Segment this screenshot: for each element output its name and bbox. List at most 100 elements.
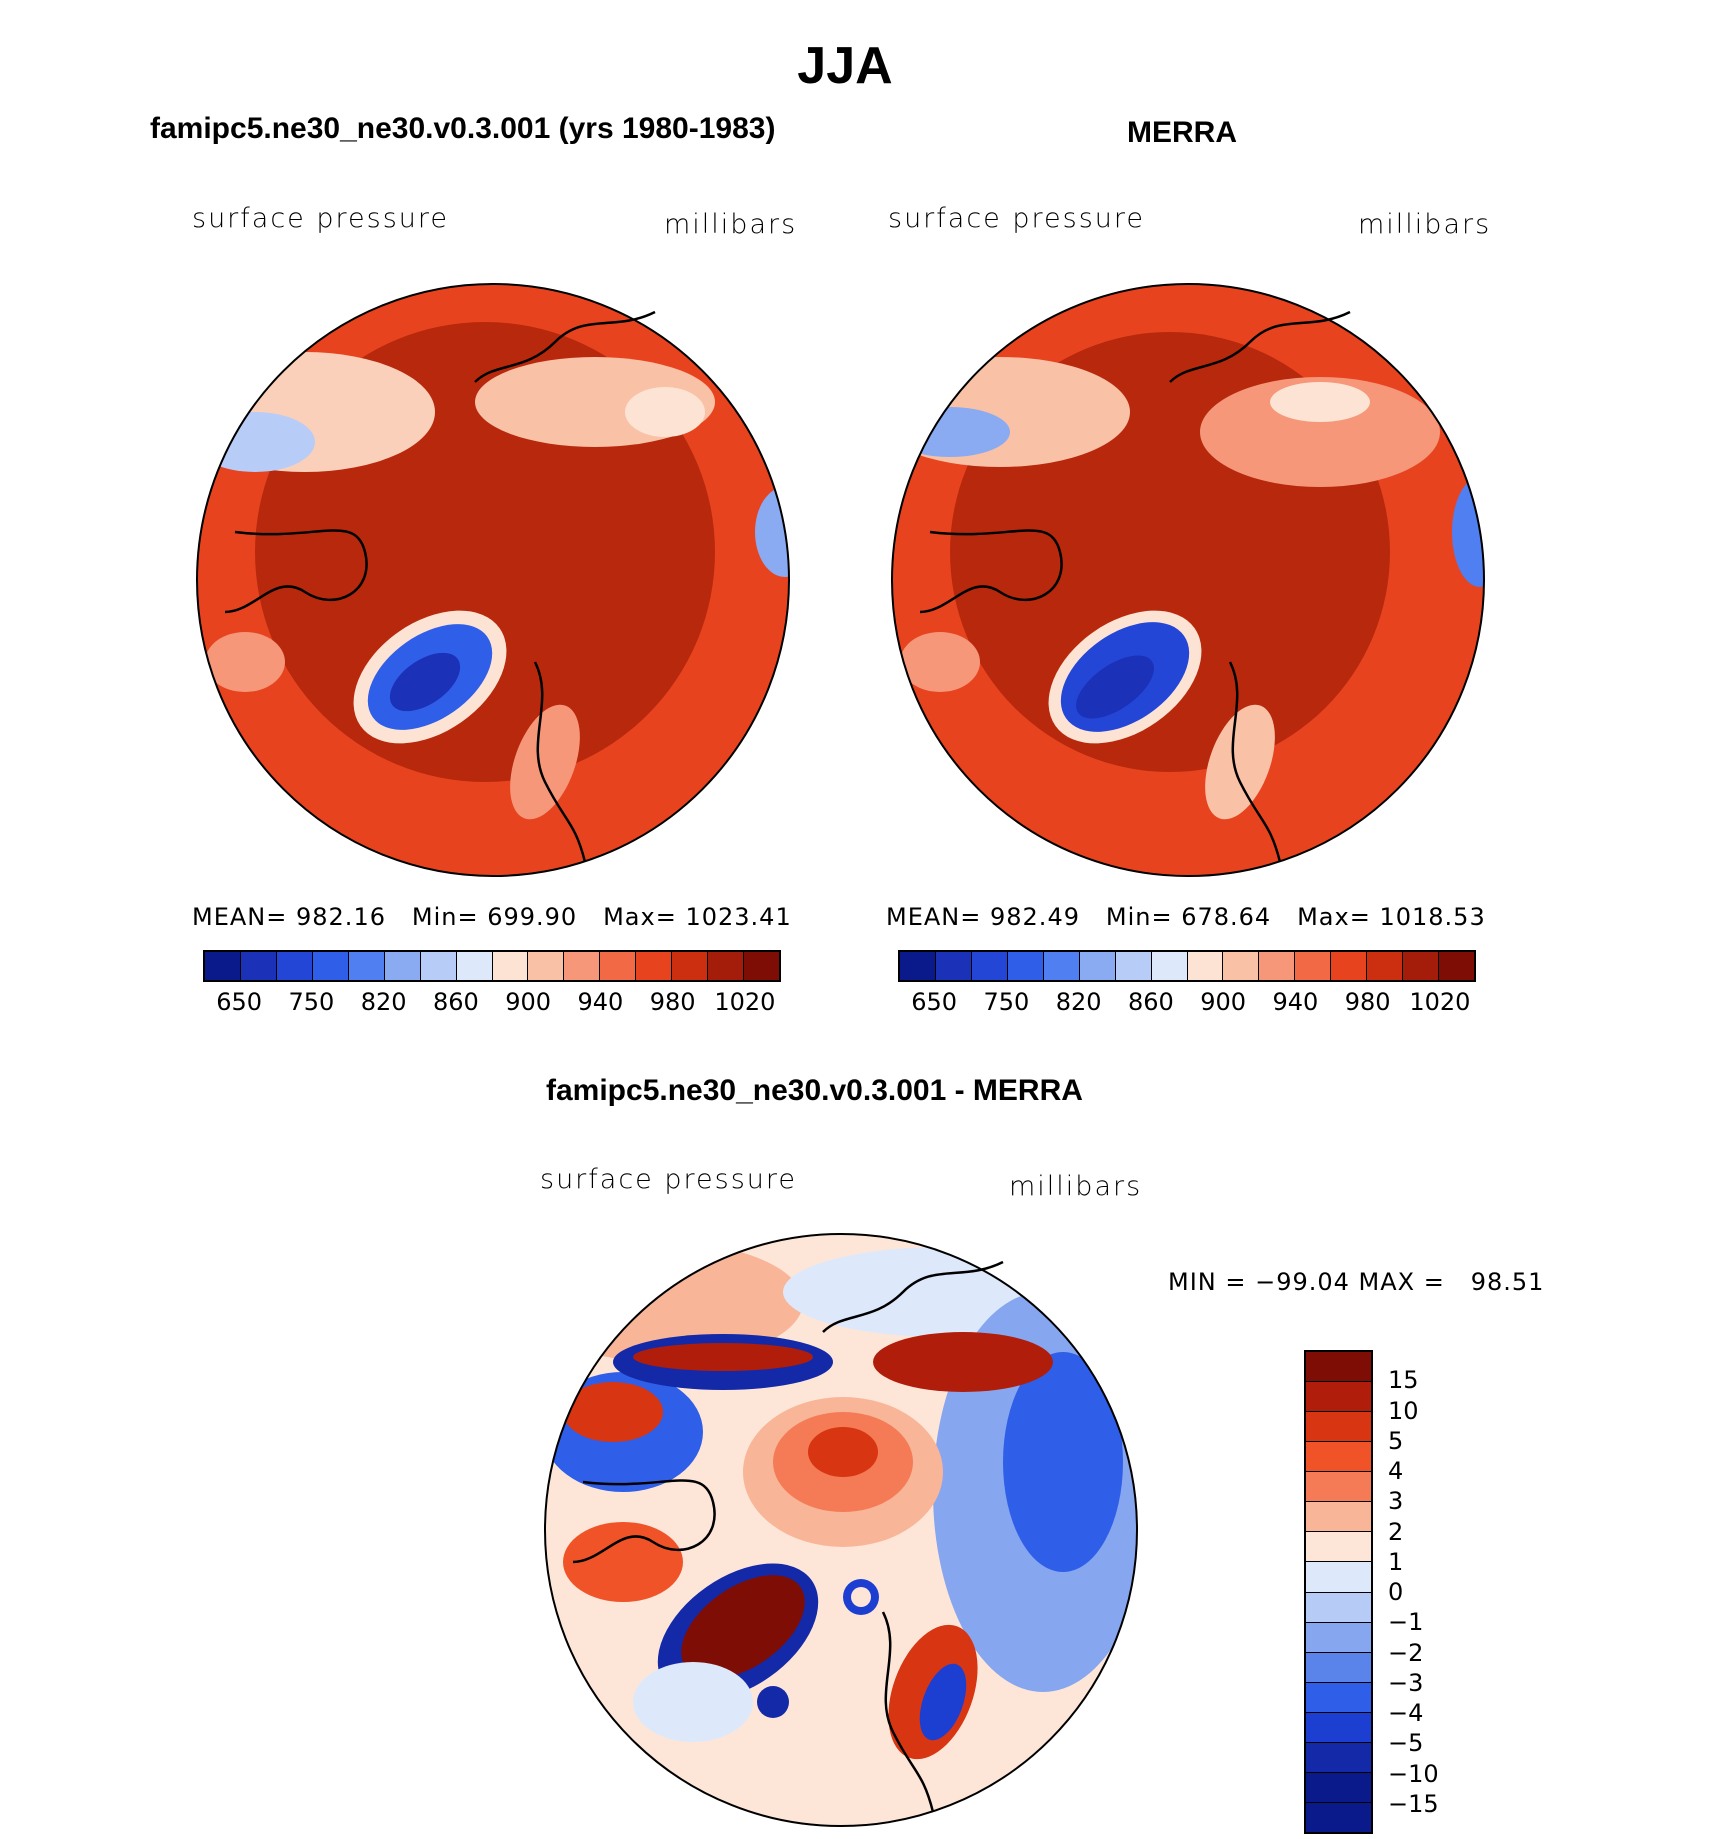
panel2-var-label: surface pressure bbox=[888, 203, 1145, 234]
colorbar-swatch bbox=[1306, 1622, 1371, 1653]
colorbar-swatch bbox=[564, 952, 601, 980]
colorbar-swatch bbox=[1151, 952, 1188, 980]
colorbar-tick-label: −3 bbox=[1388, 1668, 1424, 1697]
colorbar-swatch bbox=[1306, 1682, 1371, 1713]
diff-title: famipc5.ne30_ne30.v0.3.001 - MERRA bbox=[546, 1074, 1083, 1107]
diff-coastline bbox=[572, 1479, 716, 1564]
colorbar-tick-label: 5 bbox=[1388, 1426, 1404, 1455]
colorbar-swatch bbox=[1223, 952, 1260, 980]
colorbar-tick-label: 980 bbox=[649, 988, 696, 1016]
diff-colorbar bbox=[1304, 1350, 1373, 1834]
colorbar-swatch bbox=[276, 952, 313, 980]
colorbar-swatch bbox=[1306, 1502, 1371, 1533]
panel2-stats: MEAN= 982.49 Min= 678.64 Max= 1018.53 bbox=[886, 903, 1486, 931]
colorbar-swatch bbox=[1306, 1532, 1371, 1563]
colorbar-swatch bbox=[1306, 1802, 1371, 1832]
colorbar-swatch bbox=[1295, 952, 1332, 980]
panel2-map-border bbox=[891, 283, 1485, 877]
colorbar-swatch bbox=[1306, 1652, 1371, 1683]
diff-units: millibars bbox=[1009, 1171, 1143, 1202]
colorbar-swatch bbox=[636, 952, 673, 980]
colorbar-swatch bbox=[971, 952, 1008, 980]
colorbar-swatch bbox=[1439, 952, 1474, 980]
colorbar-tick-label: 3 bbox=[1388, 1487, 1404, 1516]
colorbar-swatch bbox=[492, 952, 529, 980]
colorbar-tick-label: 860 bbox=[1127, 988, 1174, 1016]
colorbar-tick-label: 900 bbox=[505, 988, 552, 1016]
colorbar-tick-label: 980 bbox=[1344, 988, 1391, 1016]
colorbar-swatch bbox=[1306, 1592, 1371, 1623]
colorbar-swatch bbox=[1115, 952, 1152, 980]
colorbar-tick-label: 860 bbox=[432, 988, 479, 1016]
colorbar-swatch bbox=[1007, 952, 1044, 980]
colorbar-swatch bbox=[1259, 952, 1296, 980]
colorbar-tick-label: 750 bbox=[983, 988, 1030, 1016]
panel1-coastline bbox=[224, 529, 368, 614]
colorbar-swatch bbox=[456, 952, 493, 980]
colorbar-swatch bbox=[240, 952, 277, 980]
colorbar-tick-label: 2 bbox=[1388, 1517, 1404, 1546]
colorbar-swatch bbox=[1331, 952, 1368, 980]
panel2-rockies bbox=[1200, 377, 1440, 487]
diff-var-label: surface pressure bbox=[540, 1164, 797, 1195]
panel2-coastline bbox=[919, 529, 1063, 614]
colorbar-tick-label: −15 bbox=[1388, 1789, 1439, 1818]
colorbar-swatch bbox=[348, 952, 385, 980]
colorbar-swatch bbox=[1306, 1442, 1371, 1473]
colorbar-tick-label: 10 bbox=[1388, 1396, 1419, 1425]
panel1-var-label: surface pressure bbox=[192, 203, 449, 234]
panel1-colorbar-ticks: 650 750 820 860 900 940 980 1020 bbox=[203, 988, 781, 1018]
colorbar-swatch bbox=[312, 952, 349, 980]
panel2-title: MERRA bbox=[1127, 116, 1237, 149]
main-title: JJA bbox=[797, 37, 893, 95]
colorbar-tick-label: 940 bbox=[1272, 988, 1319, 1016]
diff-greenland bbox=[681, 1575, 805, 1679]
colorbar-swatch bbox=[420, 952, 457, 980]
colorbar-swatch bbox=[1306, 1472, 1371, 1503]
colorbar-swatch bbox=[900, 952, 936, 980]
colorbar-swatch bbox=[672, 952, 709, 980]
colorbar-swatch bbox=[205, 952, 241, 980]
panel2-units: millibars bbox=[1358, 209, 1492, 240]
panel1-map bbox=[195, 282, 791, 878]
colorbar-swatch bbox=[1306, 1712, 1371, 1743]
panel2-colorbar bbox=[898, 950, 1476, 982]
colorbar-tick-label: 1020 bbox=[714, 988, 776, 1016]
colorbar-tick-label: 1020 bbox=[1409, 988, 1471, 1016]
colorbar-tick-label: 4 bbox=[1388, 1457, 1404, 1485]
colorbar-swatch bbox=[1043, 952, 1080, 980]
diff-map bbox=[543, 1232, 1139, 1828]
panel1-title: famipc5.ne30_ne30.v0.3.001 (yrs 1980-198… bbox=[150, 112, 776, 145]
panel1-map-border bbox=[196, 283, 790, 877]
panel2-map bbox=[890, 282, 1486, 878]
colorbar-swatch bbox=[600, 952, 637, 980]
colorbar-tick-label: −2 bbox=[1388, 1638, 1424, 1667]
colorbar-tick-label: 940 bbox=[577, 988, 624, 1016]
colorbar-tick-label: 0 bbox=[1388, 1578, 1404, 1606]
colorbar-swatch bbox=[1079, 952, 1116, 980]
colorbar-swatch bbox=[1306, 1742, 1371, 1773]
colorbar-tick-label: −1 bbox=[1388, 1608, 1424, 1637]
diff-colorbar-ticks: 15 10 5 4 3 2 1 0 −1 −2 −3 −4 −5 −10 −15 bbox=[1388, 1350, 1468, 1834]
colorbar-swatch bbox=[1306, 1562, 1371, 1593]
panel1-stats: MEAN= 982.16 Min= 699.90 Max= 1023.41 bbox=[192, 903, 792, 931]
colorbar-tick-label: 650 bbox=[911, 988, 958, 1016]
colorbar-tick-label: 750 bbox=[288, 988, 335, 1016]
colorbar-swatch bbox=[1367, 952, 1404, 980]
colorbar-tick-label: 650 bbox=[216, 988, 263, 1016]
colorbar-swatch bbox=[708, 952, 745, 980]
colorbar-swatch bbox=[528, 952, 565, 980]
colorbar-tick-label: −4 bbox=[1388, 1699, 1424, 1727]
colorbar-swatch bbox=[935, 952, 972, 980]
colorbar-tick-label: 900 bbox=[1200, 988, 1247, 1016]
colorbar-tick-label: −5 bbox=[1388, 1729, 1424, 1758]
colorbar-swatch bbox=[1403, 952, 1440, 980]
colorbar-tick-label: 820 bbox=[1055, 988, 1102, 1016]
colorbar-swatch bbox=[1306, 1412, 1371, 1443]
colorbar-tick-label: 1 bbox=[1388, 1547, 1404, 1576]
colorbar-tick-label: −10 bbox=[1388, 1759, 1439, 1788]
colorbar-swatch bbox=[744, 952, 779, 980]
colorbar-swatch bbox=[1306, 1352, 1371, 1383]
colorbar-tick-label: 15 bbox=[1388, 1366, 1419, 1395]
panel1-colorbar bbox=[203, 950, 781, 982]
